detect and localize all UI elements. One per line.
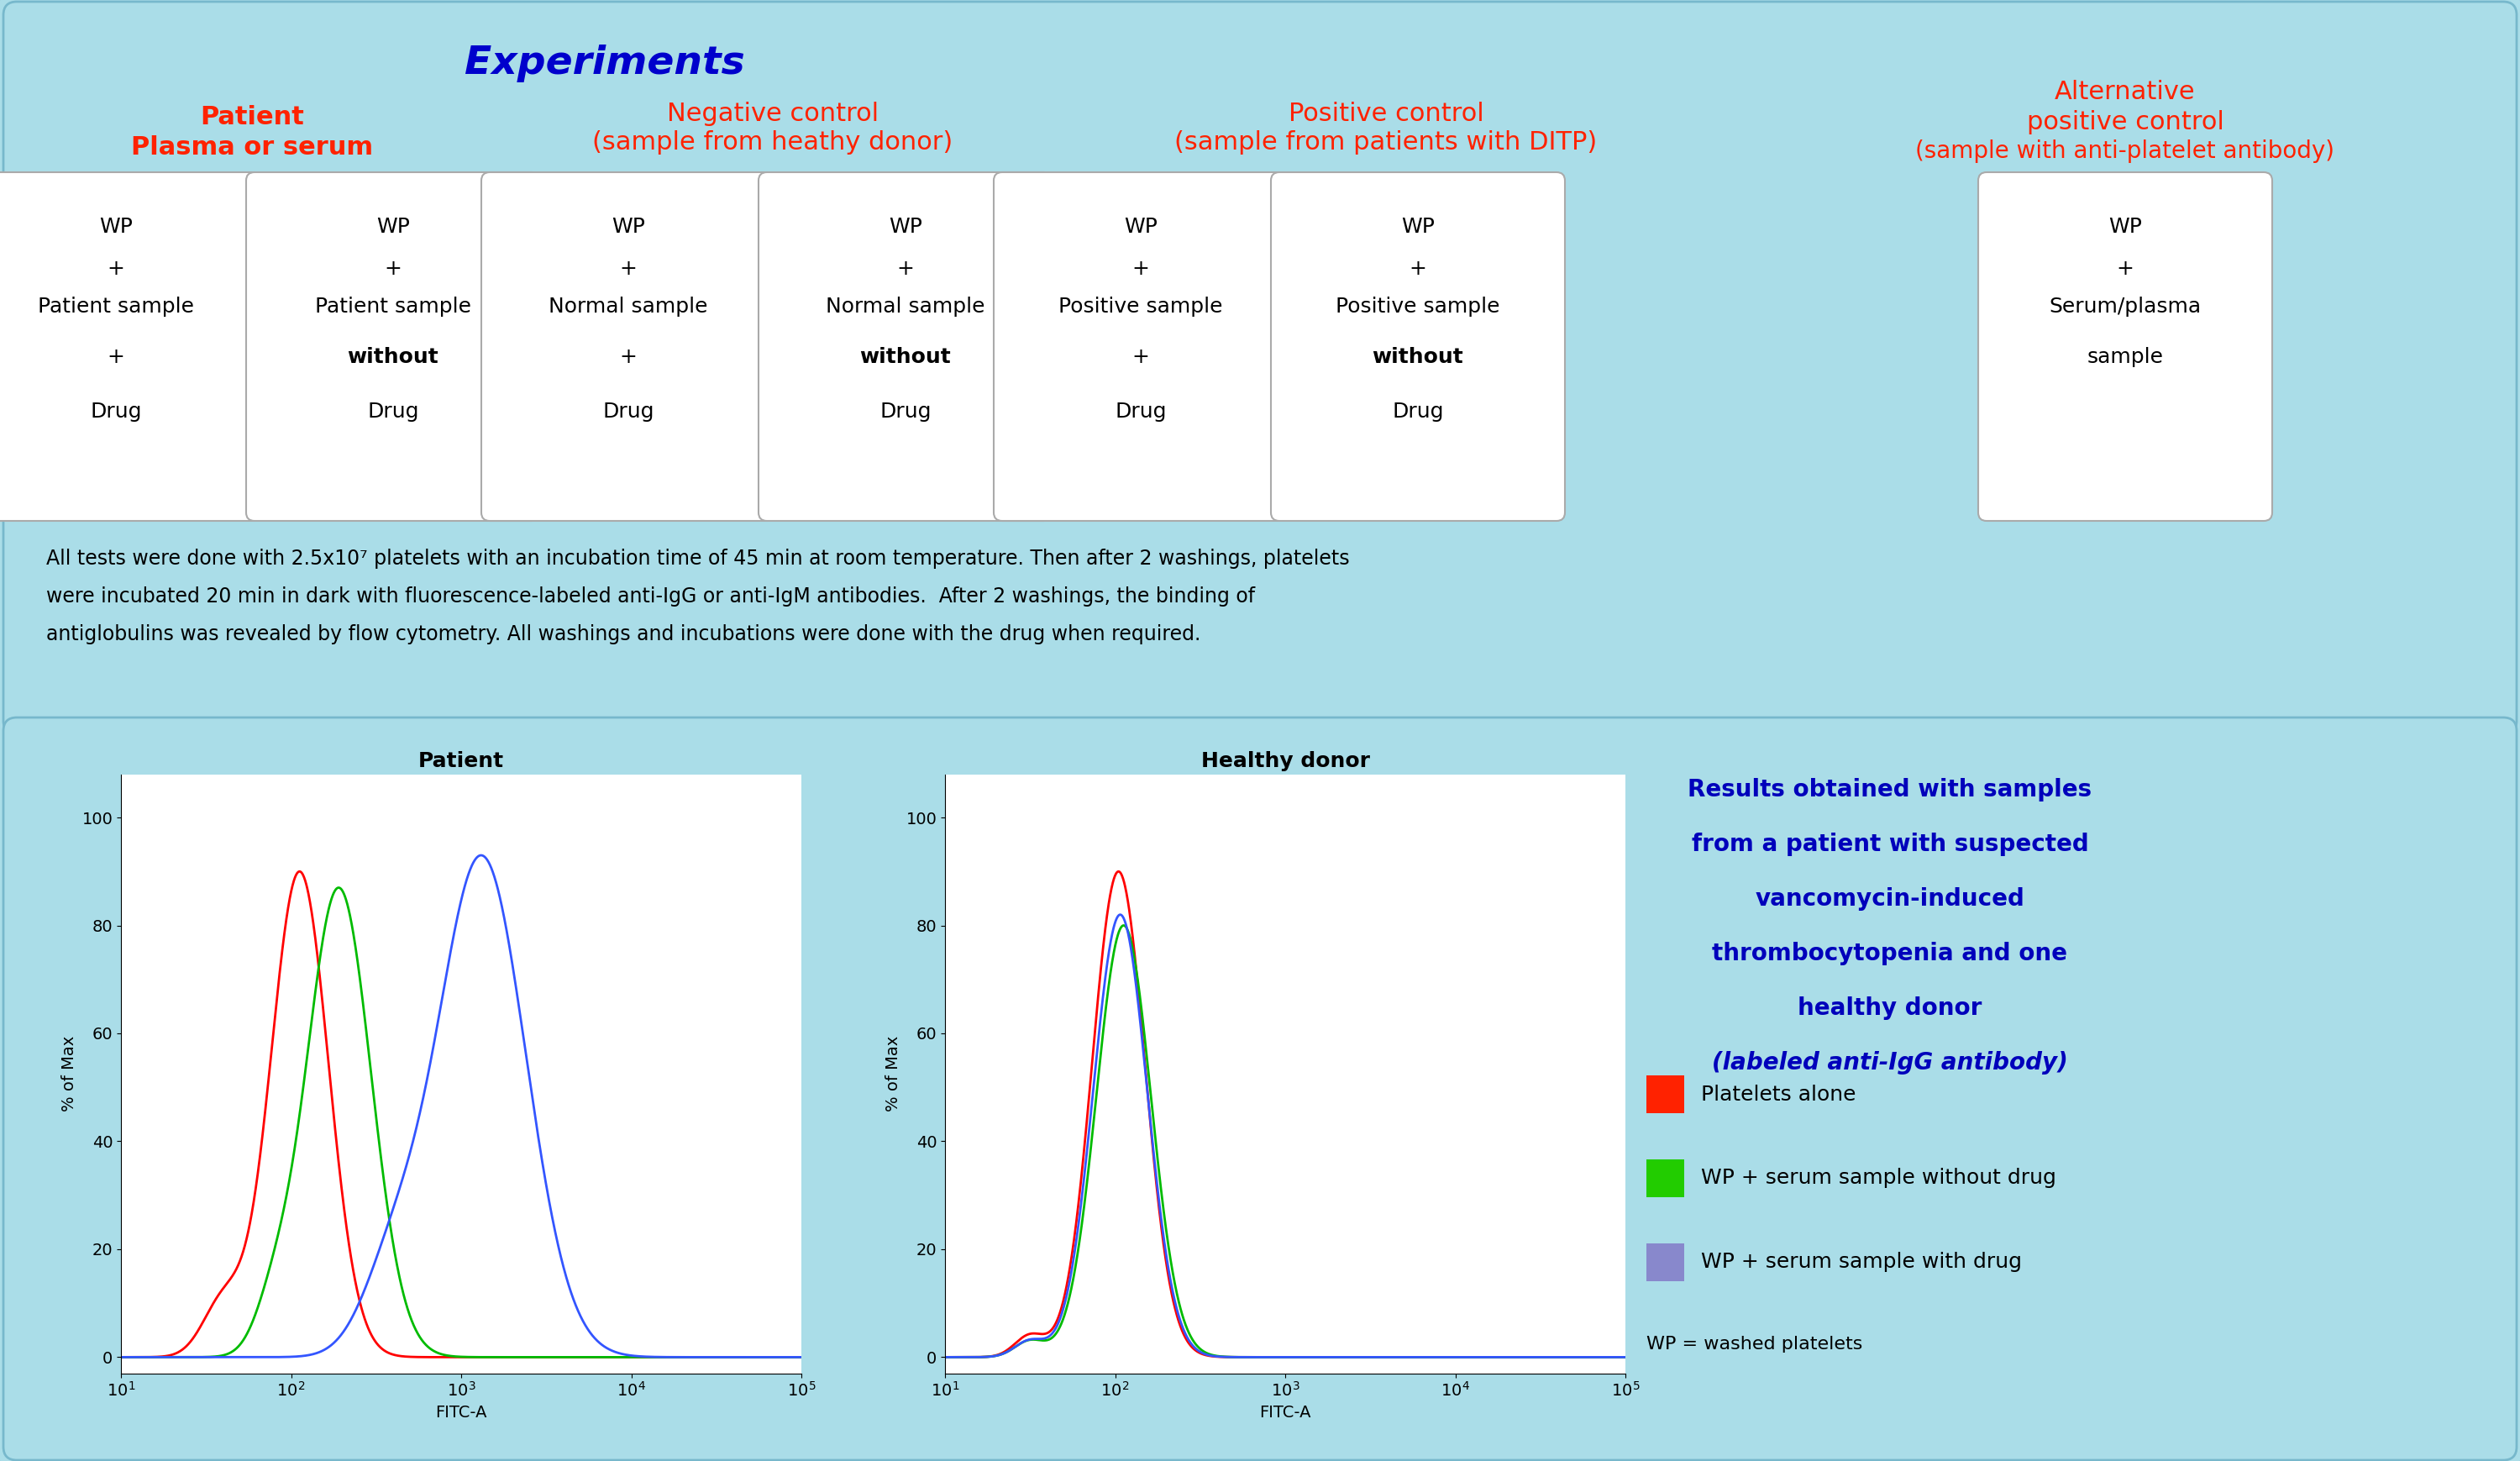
Text: All tests were done with 2.5x10⁷ platelets with an incubation time of 45 min at : All tests were done with 2.5x10⁷ platele… xyxy=(45,549,1351,568)
Text: WP: WP xyxy=(1401,216,1434,237)
Text: healthy donor: healthy donor xyxy=(1797,996,1983,1020)
Text: Drug: Drug xyxy=(602,402,655,422)
Text: WP: WP xyxy=(98,216,134,237)
Text: WP: WP xyxy=(375,216,411,237)
Text: without: without xyxy=(348,346,438,367)
Text: Results obtained with samples: Results obtained with samples xyxy=(1688,777,2092,802)
FancyBboxPatch shape xyxy=(1646,1160,1683,1197)
Text: +: + xyxy=(108,259,123,279)
Text: Platelets alone: Platelets alone xyxy=(1701,1084,1855,1105)
X-axis label: FITC-A: FITC-A xyxy=(1260,1404,1310,1420)
Text: Patient sample: Patient sample xyxy=(38,297,194,317)
Text: Drug: Drug xyxy=(1391,402,1444,422)
Y-axis label: % of Max: % of Max xyxy=(885,1036,902,1112)
Text: Normal sample: Normal sample xyxy=(827,297,985,317)
Text: Experiments: Experiments xyxy=(464,44,746,82)
Text: WP: WP xyxy=(890,216,922,237)
X-axis label: FITC-A: FITC-A xyxy=(436,1404,486,1420)
FancyBboxPatch shape xyxy=(1978,172,2273,522)
Text: (labeled anti-IgG antibody): (labeled anti-IgG antibody) xyxy=(1711,1050,2069,1074)
Text: vancomycin-induced: vancomycin-induced xyxy=(1756,887,2024,910)
Text: (sample from patients with DITP): (sample from patients with DITP) xyxy=(1174,130,1598,155)
FancyBboxPatch shape xyxy=(481,172,776,522)
Text: Negative control: Negative control xyxy=(668,101,879,126)
Text: Serum/plasma: Serum/plasma xyxy=(2049,297,2202,317)
FancyBboxPatch shape xyxy=(759,172,1053,522)
FancyBboxPatch shape xyxy=(3,1,2517,735)
Text: WP = washed platelets: WP = washed platelets xyxy=(1646,1335,1862,1353)
Text: Patient: Patient xyxy=(199,105,305,130)
Text: WP: WP xyxy=(2109,216,2142,237)
Text: +: + xyxy=(1409,259,1426,279)
Text: +: + xyxy=(1131,346,1149,367)
Text: were incubated 20 min in dark with fluorescence-labeled anti-IgG or anti-IgM ant: were incubated 20 min in dark with fluor… xyxy=(45,586,1255,606)
FancyBboxPatch shape xyxy=(247,172,539,522)
Text: +: + xyxy=(108,346,123,367)
Text: without: without xyxy=(859,346,950,367)
Text: +: + xyxy=(620,346,638,367)
FancyBboxPatch shape xyxy=(3,717,2517,1460)
Title: Healthy donor: Healthy donor xyxy=(1200,751,1371,771)
FancyBboxPatch shape xyxy=(0,172,262,522)
Text: WP + serum sample without drug: WP + serum sample without drug xyxy=(1701,1169,2056,1188)
Text: sample: sample xyxy=(2087,346,2162,367)
FancyBboxPatch shape xyxy=(1270,172,1565,522)
FancyBboxPatch shape xyxy=(1646,1243,1683,1281)
Text: Normal sample: Normal sample xyxy=(549,297,708,317)
Text: (sample from heathy donor): (sample from heathy donor) xyxy=(592,130,953,155)
Text: without: without xyxy=(1373,346,1464,367)
Text: thrombocytopenia and one: thrombocytopenia and one xyxy=(1714,942,2066,966)
Text: Alternative: Alternative xyxy=(2054,80,2195,105)
Y-axis label: % of Max: % of Max xyxy=(60,1036,78,1112)
Text: +: + xyxy=(386,259,401,279)
Text: +: + xyxy=(620,259,638,279)
Text: (sample with anti-platelet antibody): (sample with anti-platelet antibody) xyxy=(1915,139,2334,164)
Text: Drug: Drug xyxy=(1114,402,1167,422)
Text: Drug: Drug xyxy=(91,402,141,422)
Text: Drug: Drug xyxy=(879,402,932,422)
FancyBboxPatch shape xyxy=(1646,1075,1683,1113)
Text: +: + xyxy=(1131,259,1149,279)
Text: WP: WP xyxy=(1124,216,1157,237)
FancyBboxPatch shape xyxy=(993,172,1288,522)
Text: Positive control: Positive control xyxy=(1288,101,1484,126)
Text: antiglobulins was revealed by flow cytometry. All washings and incubations were : antiglobulins was revealed by flow cytom… xyxy=(45,624,1200,644)
Text: WP + serum sample with drug: WP + serum sample with drug xyxy=(1701,1252,2021,1273)
Text: from a patient with suspected: from a patient with suspected xyxy=(1691,833,2089,856)
Text: +: + xyxy=(897,259,915,279)
Text: Positive sample: Positive sample xyxy=(1058,297,1222,317)
Text: WP: WP xyxy=(612,216,645,237)
Title: Patient: Patient xyxy=(418,751,504,771)
Text: Positive sample: Positive sample xyxy=(1336,297,1499,317)
Text: +: + xyxy=(2117,259,2134,279)
Text: Plasma or serum: Plasma or serum xyxy=(131,134,373,159)
Text: Patient sample: Patient sample xyxy=(315,297,471,317)
Text: positive control: positive control xyxy=(2026,110,2223,134)
Text: Drug: Drug xyxy=(368,402,418,422)
